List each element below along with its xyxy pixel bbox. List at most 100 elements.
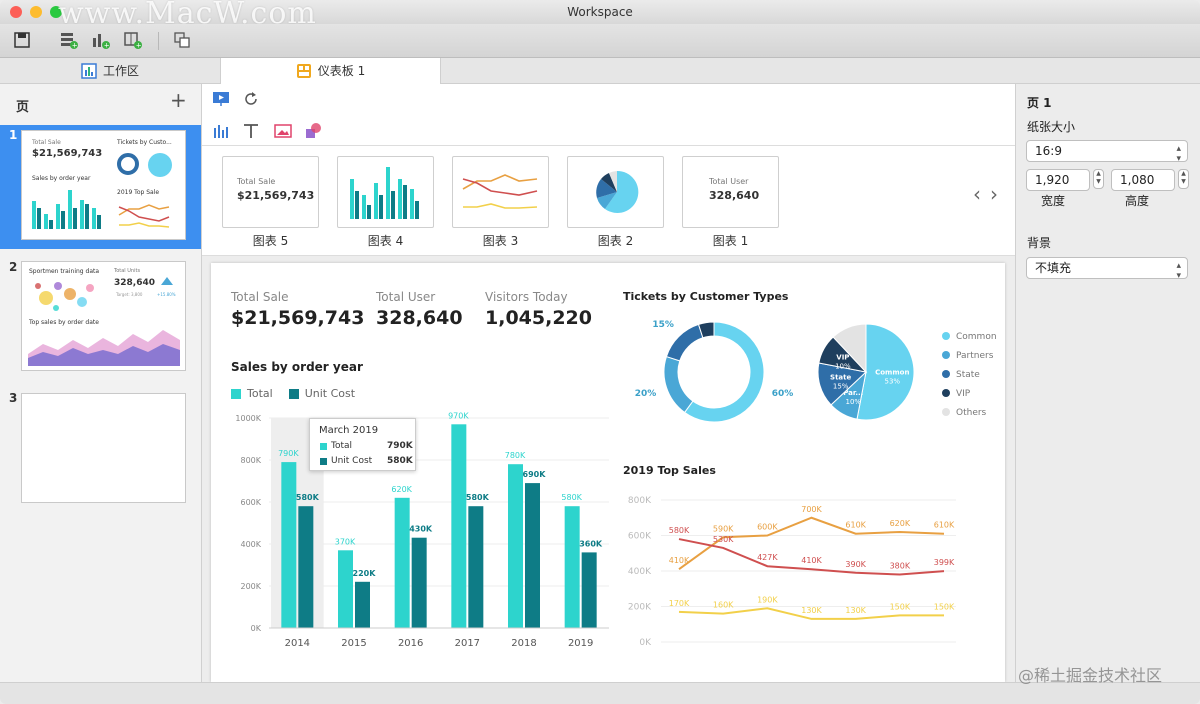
- x-tick-label: 2017: [455, 638, 480, 649]
- page-thumbnail-3[interactable]: [21, 393, 186, 503]
- data-label: 610K: [845, 521, 866, 530]
- data-label: 130K: [801, 606, 822, 615]
- data-label: 220K: [353, 569, 377, 578]
- duplicate-icon[interactable]: [172, 30, 194, 50]
- y-tick-label: 600K: [240, 498, 261, 507]
- page-number: 3: [9, 391, 18, 405]
- data-label: 790K: [278, 449, 299, 458]
- width-value: 1,920: [1035, 173, 1070, 187]
- bar-unit-cost: [298, 506, 314, 628]
- dashboard-page: Total Sale $21,569,743 Total User 328,64…: [211, 263, 1005, 682]
- tooltip-row-name: Unit Cost: [331, 456, 373, 466]
- data-label: 580K: [466, 493, 490, 502]
- legend-swatch-total: [231, 388, 241, 399]
- insert-text-icon[interactable]: [242, 122, 260, 140]
- preview-icon[interactable]: [212, 90, 230, 108]
- width-input[interactable]: 1,920: [1026, 169, 1090, 191]
- insert-chart-icon[interactable]: [212, 122, 230, 140]
- page-thumbnail-2[interactable]: Sportmen training data Total Units 328,6…: [21, 261, 186, 371]
- gallery-card-chart-2[interactable]: [567, 156, 664, 228]
- tab-workspace[interactable]: 工作区: [0, 58, 220, 84]
- background-value: 不填充: [1035, 261, 1072, 275]
- thumb-donut: [117, 153, 139, 175]
- thumb-value: $21,569,743: [32, 148, 103, 159]
- gallery-caption: 图表 4: [367, 234, 404, 248]
- thumb-value: 328,640: [114, 278, 155, 288]
- legend-label: Common: [956, 332, 997, 342]
- save-icon[interactable]: [12, 30, 34, 50]
- gallery-caption: 图表 5: [252, 234, 289, 248]
- window-title: Workspace: [567, 5, 633, 19]
- data-label: 580K: [561, 493, 582, 502]
- insert-shape-icon[interactable]: [304, 122, 322, 140]
- paper-size-select[interactable]: 16:9 ▴ ▾: [1026, 140, 1188, 164]
- donut-label: 60%: [772, 389, 794, 399]
- pie-slice: [832, 323, 867, 374]
- pie-percent: 10%: [846, 398, 862, 406]
- data-label: 130K: [845, 606, 866, 615]
- watermark-text: www.MacW.com: [58, 0, 317, 31]
- width-stepper[interactable]: ▲ ▼: [1093, 169, 1104, 189]
- refresh-icon[interactable]: [242, 90, 260, 108]
- insert-image-icon[interactable]: [274, 122, 292, 140]
- data-label: 170K: [669, 599, 690, 608]
- thumb-pie: [148, 153, 172, 177]
- thumb-label: Tickets by Custo...: [117, 139, 172, 146]
- legend-dot: [942, 351, 950, 359]
- add-chart-icon[interactable]: +: [90, 30, 112, 50]
- line-series: [678, 538, 945, 576]
- add-data-source-icon[interactable]: +: [58, 30, 80, 50]
- thumb-label: Sportmen training data: [29, 268, 100, 275]
- y-tick-label: 400K: [628, 567, 652, 577]
- gallery-card-chart-3[interactable]: [452, 156, 549, 228]
- add-dashboard-icon[interactable]: +: [122, 30, 144, 50]
- data-label: 780K: [505, 451, 526, 460]
- x-tick-label: 2016: [398, 638, 423, 649]
- select-chevron-icon: ▴ ▾: [1176, 261, 1181, 281]
- data-label: 600K: [757, 523, 778, 532]
- gallery-next-button[interactable]: ›: [990, 182, 998, 206]
- data-label: 620K: [391, 485, 412, 494]
- thumb-label: Target: 3,800: [116, 292, 143, 297]
- tab-label: 工作区: [102, 64, 139, 78]
- gallery-card-chart-5[interactable]: Total Sale $21,569,743: [222, 156, 319, 228]
- kpi-value: 328,640: [376, 307, 463, 329]
- background-label: 背景: [1027, 236, 1052, 250]
- chart-title: Tickets by Customer Types: [623, 290, 789, 303]
- status-bar: [0, 682, 1200, 704]
- add-page-button[interactable]: +: [170, 88, 187, 112]
- tooltip-title: March 2019: [319, 425, 379, 436]
- gallery-card-chart-4[interactable]: [337, 156, 434, 228]
- data-label: 370K: [335, 537, 356, 546]
- pages-panel-title: 页: [16, 100, 30, 115]
- bar-total: [281, 462, 297, 628]
- data-label: 410K: [669, 556, 690, 565]
- dashboard-canvas-area: Total Sale $21,569,743: [202, 84, 1015, 682]
- height-input[interactable]: 1,080: [1111, 169, 1175, 191]
- toolbar: + + +: [0, 24, 1200, 58]
- tab-dashboard-1[interactable]: 仪表板 1: [220, 58, 441, 84]
- y-tick-label: 1000K: [235, 414, 261, 423]
- footer-watermark: @稀土掘金技术社区: [1018, 666, 1163, 685]
- data-label: 580K: [296, 493, 320, 502]
- zoom-window-button[interactable]: [50, 6, 62, 18]
- thumb-label: +15.80%: [157, 292, 176, 297]
- width-label: 宽度: [1041, 194, 1066, 208]
- gallery-caption: 图表 3: [482, 234, 519, 248]
- donut-slice: [663, 355, 694, 414]
- kpi-label: Visitors Today: [485, 290, 568, 304]
- height-stepper[interactable]: ▲ ▼: [1178, 169, 1189, 189]
- gallery-kpi-value: $21,569,743: [237, 189, 315, 202]
- tooltip-swatch: [320, 443, 327, 450]
- background-select[interactable]: 不填充 ▴ ▾: [1026, 257, 1188, 281]
- tooltip-row-name: Total: [331, 441, 353, 451]
- gallery-kpi-label: Total Sale: [237, 177, 276, 186]
- close-window-button[interactable]: [10, 6, 22, 18]
- page-thumbnail-1[interactable]: Total Sale $21,569,743 Tickets by Custo.…: [21, 130, 186, 240]
- gallery-card-chart-1[interactable]: Total User 328,640: [682, 156, 779, 228]
- data-label: 150K: [890, 602, 911, 611]
- gallery-prev-button[interactable]: ‹: [973, 182, 981, 206]
- minimize-window-button[interactable]: [30, 6, 42, 18]
- y-tick-label: 800K: [628, 496, 652, 506]
- data-label: 190K: [757, 595, 778, 604]
